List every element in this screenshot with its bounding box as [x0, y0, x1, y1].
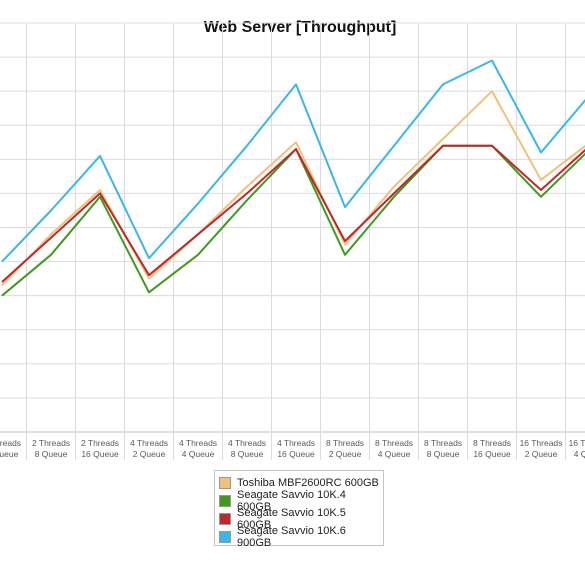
- legend-label: Seagate Savvio 10K.6 900GB: [236, 525, 346, 549]
- legend-label: Seagate Savvio 10K.4 600GB: [236, 489, 346, 513]
- x-tick-label: 4 Threads 2 Queue: [130, 438, 168, 459]
- series-line-3: [1, 59, 585, 263]
- x-tick-label: 2 Threads 16 Queue: [81, 438, 119, 459]
- grid: [0, 22, 585, 460]
- legend-item: Seagate Savvio 10K.5 600GB: [219, 507, 383, 531]
- x-tick-label: 4 Threads 16 Queue: [277, 438, 315, 459]
- legend: Toshiba MBF2600RC 600GB Seagate Savvio 10…: [214, 470, 384, 549]
- legend-label: Toshiba MBF2600RC 600GB: [237, 477, 379, 489]
- series-layer: [1, 59, 585, 297]
- legend-swatch: [219, 513, 231, 525]
- legend-swatch: [219, 495, 231, 507]
- legend-swatch: [219, 477, 231, 489]
- x-tick-label: 8 Threads 4 Queue: [375, 438, 413, 459]
- series-line-2: [1, 144, 585, 283]
- legend-item: Toshiba MBF2600RC 600GB: [219, 474, 383, 492]
- x-tick-label: 4 Threads 4 Queue: [179, 438, 217, 459]
- legend-swatch: [219, 531, 231, 543]
- x-tick-label: 8 Threads 16 Queue: [473, 438, 511, 459]
- x-tick-label: 8 Threads 2 Queue: [326, 438, 364, 459]
- x-tick-label: 2 Threads 8 Queue: [32, 438, 70, 459]
- series-line-0: [1, 90, 585, 287]
- legend-item: Seagate Savvio 10K.6 900GB: [219, 525, 383, 549]
- x-tick-label: 16 Threads 2 Queue: [520, 438, 563, 459]
- legend-label: Seagate Savvio 10K.5 600GB: [236, 507, 346, 531]
- x-tick-label: 8 Threads 8 Queue: [424, 438, 462, 459]
- x-tick-label: 4 Threads 8 Queue: [228, 438, 266, 459]
- legend-item: Seagate Savvio 10K.4 600GB: [219, 489, 383, 513]
